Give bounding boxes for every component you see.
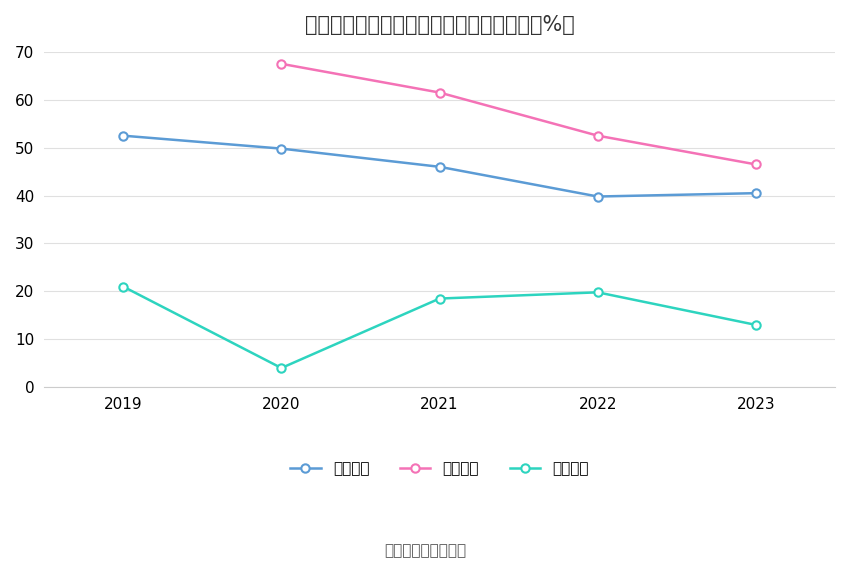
智能终端 — [751, 321, 761, 328]
Line: 软件服务: 软件服务 — [119, 131, 760, 201]
智能终端 — [434, 295, 445, 302]
Line: 智能终端: 智能终端 — [119, 282, 760, 372]
平台运营 — [592, 132, 603, 139]
软件服务 — [751, 190, 761, 197]
Title: 朗新集团近年来部分主要产品毛利率情况（%）: 朗新集团近年来部分主要产品毛利率情况（%） — [304, 15, 575, 35]
智能终端 — [592, 289, 603, 296]
Legend: 软件服务, 平台运营, 智能终端: 软件服务, 平台运营, 智能终端 — [284, 455, 595, 482]
Text: 数据来源：恒生聚源: 数据来源：恒生聚源 — [384, 544, 466, 559]
软件服务 — [276, 145, 286, 152]
Line: 平台运营: 平台运营 — [277, 60, 760, 169]
平台运营 — [751, 161, 761, 168]
软件服务 — [434, 164, 445, 170]
智能终端 — [118, 283, 128, 290]
软件服务 — [592, 193, 603, 200]
平台运营 — [434, 89, 445, 96]
软件服务 — [118, 132, 128, 139]
智能终端 — [276, 364, 286, 371]
平台运营 — [276, 60, 286, 67]
